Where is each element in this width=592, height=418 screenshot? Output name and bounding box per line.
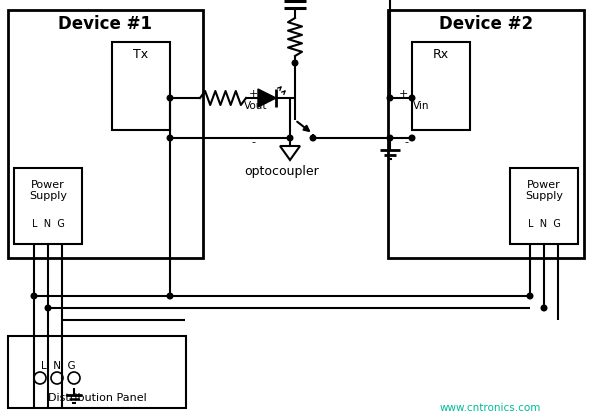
Text: Device #1: Device #1 (58, 15, 152, 33)
Polygon shape (258, 89, 276, 107)
Circle shape (387, 95, 393, 101)
Text: +: + (398, 89, 408, 99)
Text: Power: Power (31, 180, 65, 190)
Bar (14, 168, 82, 244)
Text: -: - (251, 137, 255, 147)
Text: +: + (248, 89, 258, 99)
Text: Vout: Vout (244, 101, 268, 111)
Bar (8, 10, 203, 258)
Circle shape (387, 135, 393, 141)
Circle shape (31, 293, 37, 299)
Circle shape (45, 305, 51, 311)
Text: www.cntronics.com: www.cntronics.com (439, 403, 540, 413)
Circle shape (292, 60, 298, 66)
Circle shape (527, 293, 533, 299)
Text: Tx: Tx (133, 48, 149, 61)
Bar (388, 10, 584, 258)
Text: Distribution Panel: Distribution Panel (47, 393, 146, 403)
Bar (412, 42, 470, 130)
Text: L  N  G: L N G (31, 219, 65, 229)
Text: L  N  G: L N G (527, 219, 561, 229)
Text: Supply: Supply (525, 191, 563, 201)
Circle shape (167, 95, 173, 101)
Circle shape (167, 135, 173, 141)
Text: Power: Power (527, 180, 561, 190)
Text: Supply: Supply (29, 191, 67, 201)
Circle shape (409, 135, 415, 141)
Circle shape (541, 305, 547, 311)
Circle shape (310, 135, 316, 141)
Text: Device #2: Device #2 (439, 15, 533, 33)
Circle shape (409, 95, 415, 101)
Text: Rx: Rx (433, 48, 449, 61)
Text: -: - (404, 137, 408, 147)
Circle shape (287, 135, 293, 141)
Bar (8, 336, 186, 408)
Bar (510, 168, 578, 244)
Text: L  N  G: L N G (41, 361, 75, 371)
Bar (112, 42, 170, 130)
Text: Vin: Vin (413, 101, 430, 111)
Text: optocoupler: optocoupler (244, 166, 319, 178)
Circle shape (167, 293, 173, 299)
